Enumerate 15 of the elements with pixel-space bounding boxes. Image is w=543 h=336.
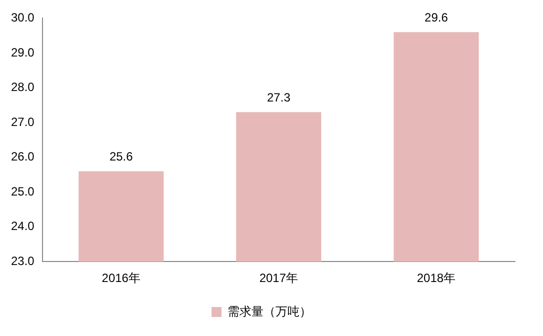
y-tick-label: 24.0 xyxy=(10,219,35,234)
legend-label: 需求量（万吨） xyxy=(228,304,312,318)
y-tick-label: 25.0 xyxy=(10,184,35,198)
x-tick-label: 2018年 xyxy=(416,271,456,286)
data-label: 27.3 xyxy=(267,90,291,104)
x-tick-label: 2016年 xyxy=(102,271,140,286)
y-tick-label: 30.0 xyxy=(10,10,35,25)
y-tick-label: 26.0 xyxy=(10,150,35,164)
data-label: 25.6 xyxy=(109,150,134,164)
y-tick-label: 29.0 xyxy=(10,45,35,60)
data-label: 29.6 xyxy=(424,10,448,24)
y-tick-label: 23.0 xyxy=(10,254,35,268)
x-tick-label: 2017年 xyxy=(259,271,298,286)
y-tick-label: 28.0 xyxy=(10,80,35,94)
y-tick-label: 27.0 xyxy=(10,114,35,129)
